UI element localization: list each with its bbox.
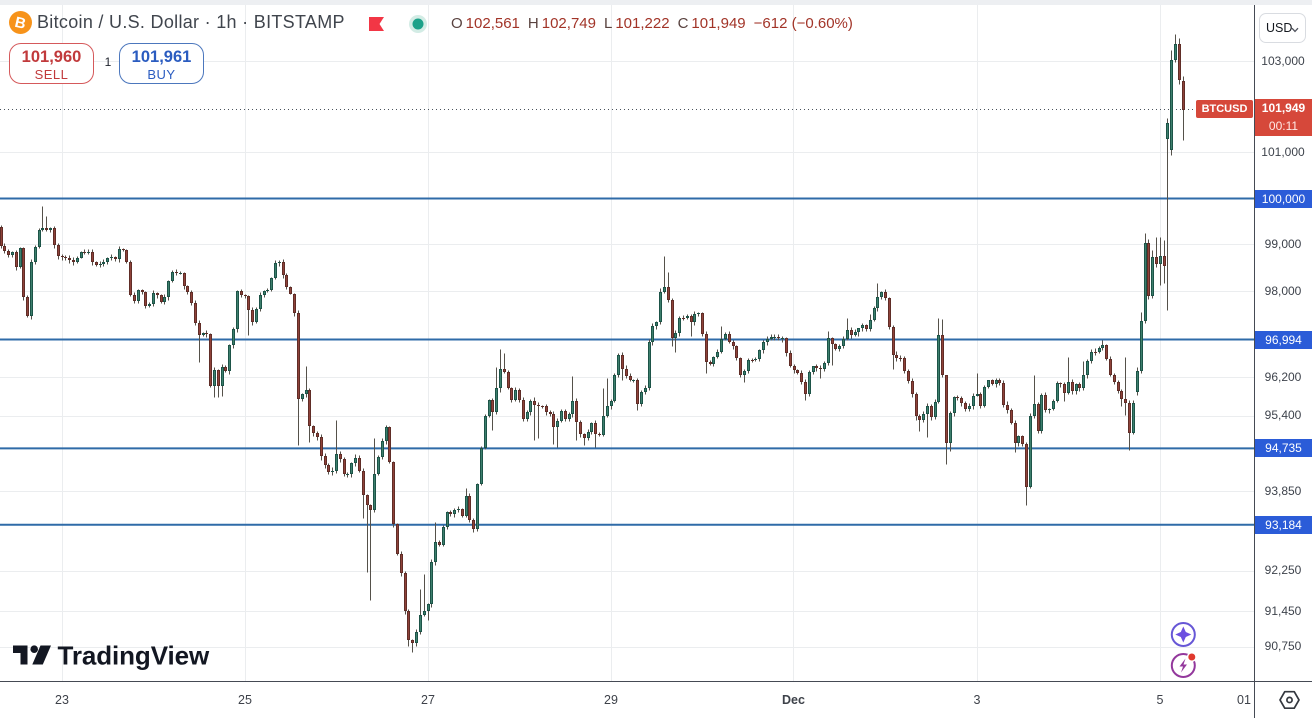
svg-text:TradingView: TradingView — [58, 641, 210, 671]
svg-text:B: B — [13, 14, 28, 33]
